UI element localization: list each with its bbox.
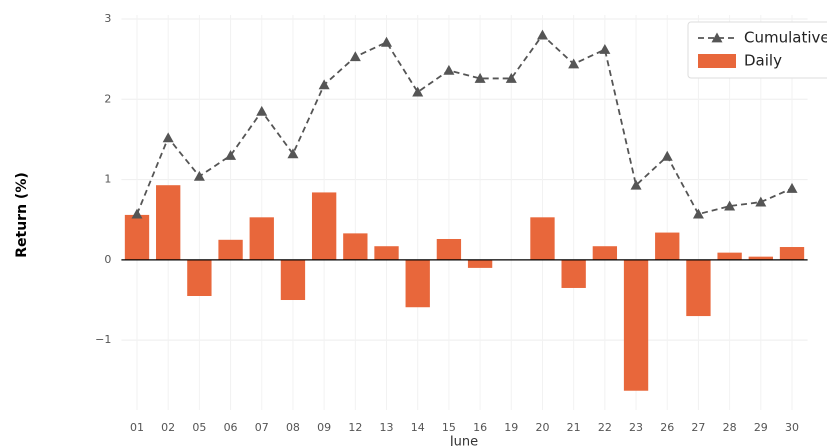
bar [779,247,805,260]
legend-label: Daily [744,52,782,70]
x-tick-label: 23 [629,421,643,434]
x-tick-label: 28 [723,421,737,434]
x-tick-label: 08 [286,421,300,434]
line-marker [131,208,143,219]
bar [374,246,399,260]
x-tick-label: 26 [660,421,674,434]
bar [623,259,649,391]
bar [156,185,181,260]
x-tick-label: 02 [161,421,175,434]
line-marker [505,72,517,83]
line-marker [599,44,611,54]
x-tick-label: 14 [411,421,425,434]
line-marker [474,72,486,83]
x-tick-label: 30 [785,421,799,434]
y-axis-label: Return (%) [14,172,30,258]
x-tick-label: 09 [317,421,331,434]
bar [717,252,742,260]
line-marker [536,29,548,40]
bar [187,259,212,296]
bar [249,217,274,260]
line-marker [162,132,174,143]
x-tick-label: 19 [504,421,518,434]
x-tick-label: 27 [691,421,705,434]
bar [124,214,150,260]
bar [530,217,555,260]
line-marker [193,170,205,181]
y-tick-label: 1 [104,173,111,186]
bar [561,259,586,288]
bar [311,192,337,260]
x-tick-label: 06 [224,421,238,434]
bar [467,259,493,268]
bar [655,232,680,260]
line-marker [256,105,268,116]
bar [592,246,618,260]
line-marker [630,179,642,190]
line-marker [287,148,299,159]
x-tick-label: 29 [754,421,768,434]
x-tick-label: 05 [192,421,206,434]
line-marker [661,150,673,161]
x-tick-label: 22 [598,421,612,434]
line-marker [724,200,736,211]
line-marker [568,58,580,69]
bar [748,256,773,260]
x-axis-label: June [449,435,478,446]
bar [343,233,368,260]
bar [686,259,711,317]
bar [280,259,306,301]
line-marker [692,208,704,219]
bar [218,239,243,260]
x-tick-label: 20 [535,421,549,434]
x-tick-label: 21 [567,421,581,434]
x-tick-label: 07 [255,421,269,434]
legend-marker [711,32,723,43]
y-tick-label: 0 [104,253,111,266]
x-tick-label: 01 [130,421,144,434]
bar [436,238,462,260]
line-marker [755,196,767,207]
line-marker [318,79,330,90]
x-tick-label: 16 [473,421,487,434]
x-tick-label: 13 [380,421,394,434]
x-tick-label: 15 [442,421,456,434]
line-marker [349,51,361,62]
legend-label: Cumulative [744,29,827,47]
y-tick-label: 2 [104,92,111,105]
y-tick-label: 3 [104,12,111,25]
line-marker [412,86,424,97]
y-tick-label: −1 [95,333,111,346]
line-marker [443,64,455,75]
legend-swatch [698,54,736,68]
line-marker [225,149,237,160]
x-tick-label: 12 [348,421,362,434]
bar [405,259,430,308]
line-marker [381,36,393,47]
line-marker [786,182,798,193]
cumulative-line [136,33,793,216]
